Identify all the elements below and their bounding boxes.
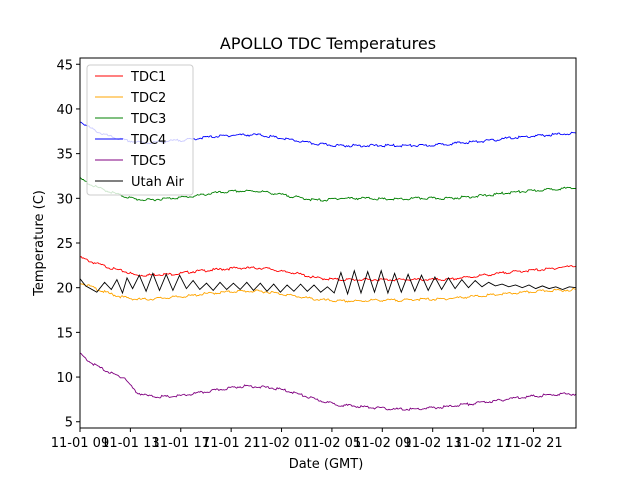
- x-tick-label: 11-02 01: [252, 436, 310, 451]
- x-tick-label: 11-02 21: [504, 436, 562, 451]
- y-tick-label: 40: [56, 103, 73, 118]
- legend-label: TDC4: [130, 133, 166, 148]
- x-tick-label: 11-02 09: [353, 436, 411, 451]
- legend: TDC1 TDC2 TDC3 TDC4 TDC5 Utah Air: [86, 64, 194, 196]
- y-tick-label: 10: [56, 371, 73, 386]
- y-tick-label: 30: [56, 192, 73, 207]
- y-tick-label: 20: [56, 282, 73, 297]
- x-tick-label: 11-01 13: [101, 436, 159, 451]
- x-tick-label: 11-02 13: [403, 436, 461, 451]
- legend-label: TDC2: [130, 91, 166, 106]
- x-axis-label: Date (GMT): [289, 457, 364, 472]
- series-line-tdc5: [80, 352, 576, 411]
- legend-label: Utah Air: [131, 175, 184, 190]
- y-tick-label: 5: [65, 416, 73, 431]
- y-tick-label: 45: [56, 58, 73, 73]
- y-tick-label: 25: [56, 237, 73, 252]
- legend-label: TDC3: [130, 112, 166, 127]
- legend-label: TDC5: [130, 154, 166, 169]
- y-axis: 5 10 15 20 25 30 35 40 45: [56, 58, 80, 431]
- series-line-utah-air: [80, 269, 576, 296]
- y-tick-label: 15: [56, 326, 73, 341]
- x-tick-label: 11-01 17: [152, 436, 210, 451]
- y-tick-label: 35: [56, 148, 73, 163]
- chart-title: APOLLO TDC Temperatures: [220, 34, 436, 53]
- series-line-tdc1: [80, 255, 576, 282]
- y-axis-label: Temperature (C): [32, 190, 47, 297]
- series-line-tdc3: [80, 176, 576, 202]
- x-tick-label: 11-01 21: [202, 436, 260, 451]
- legend-label: TDC1: [130, 70, 166, 85]
- x-tick-label: 11-02 17: [454, 436, 512, 451]
- x-tick-label: 11-02 05: [303, 436, 361, 451]
- x-tick-label: 11-01 09: [51, 436, 109, 451]
- series-line-tdc2: [80, 283, 576, 303]
